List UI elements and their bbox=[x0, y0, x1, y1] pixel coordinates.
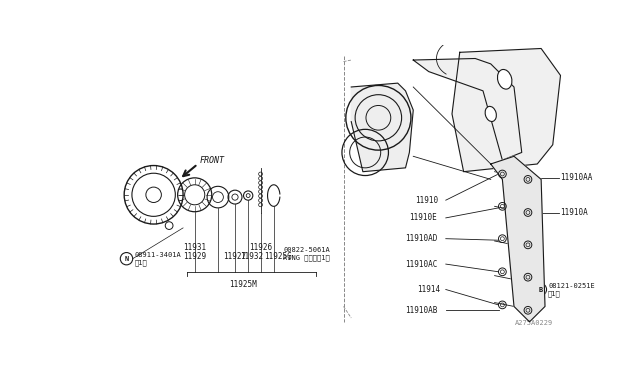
Text: 08121-0251E: 08121-0251E bbox=[548, 283, 595, 289]
Text: 11910E: 11910E bbox=[410, 214, 437, 222]
Polygon shape bbox=[491, 156, 545, 322]
Text: RING リング〈1〉: RING リング〈1〉 bbox=[283, 254, 330, 261]
Text: FRONT: FRONT bbox=[199, 155, 225, 165]
Text: 11910AD: 11910AD bbox=[406, 234, 438, 243]
Text: 11910AA: 11910AA bbox=[561, 173, 593, 182]
Polygon shape bbox=[413, 58, 522, 160]
Text: 00822-5061A: 00822-5061A bbox=[283, 247, 330, 253]
Text: N: N bbox=[124, 256, 129, 262]
Text: 11927: 11927 bbox=[223, 252, 246, 261]
Text: 11925G: 11925G bbox=[264, 252, 291, 261]
Polygon shape bbox=[452, 48, 561, 172]
Text: 11931: 11931 bbox=[183, 243, 206, 251]
Text: 〈1〉: 〈1〉 bbox=[134, 259, 147, 266]
Ellipse shape bbox=[497, 70, 512, 89]
Text: 08911-3401A: 08911-3401A bbox=[134, 252, 181, 258]
Text: 11910AB: 11910AB bbox=[406, 306, 438, 315]
Text: 11932: 11932 bbox=[241, 252, 264, 261]
Text: A275A0229: A275A0229 bbox=[515, 320, 553, 326]
Text: 11925M: 11925M bbox=[229, 280, 257, 289]
Text: 11926: 11926 bbox=[249, 243, 272, 251]
Text: B: B bbox=[538, 286, 543, 292]
Text: 〈1〉: 〈1〉 bbox=[548, 290, 561, 296]
Text: 11910AC: 11910AC bbox=[406, 260, 438, 269]
Polygon shape bbox=[351, 83, 413, 172]
Text: 11914: 11914 bbox=[417, 285, 440, 294]
Text: 11929: 11929 bbox=[183, 252, 206, 261]
Ellipse shape bbox=[485, 106, 497, 122]
Text: 11910: 11910 bbox=[415, 196, 438, 205]
Text: 11910A: 11910A bbox=[561, 208, 588, 217]
